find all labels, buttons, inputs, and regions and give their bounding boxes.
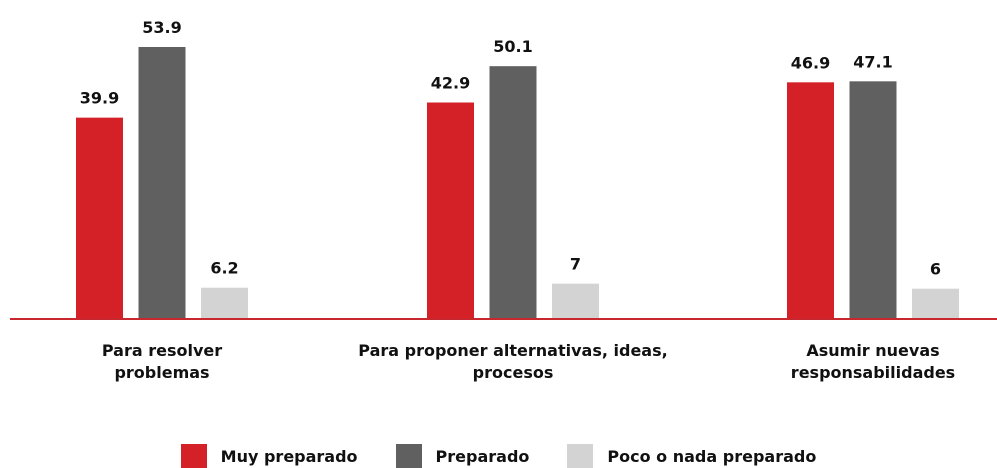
legend-item: Muy preparado: [180, 444, 358, 468]
legend-label: Poco o nada preparado: [607, 446, 817, 466]
bar: [849, 81, 897, 319]
value-label: 6: [930, 260, 941, 279]
legend-item: Preparado: [395, 444, 530, 468]
value-label: 42.9: [431, 74, 470, 93]
category-label: Para resolver problemas: [101, 341, 223, 382]
category-label: Para proponer alternativas, ideas, proce…: [358, 341, 668, 382]
bar: [201, 287, 248, 319]
legend-swatch: [395, 444, 422, 468]
value-label: 47.1: [853, 52, 892, 71]
bar: [138, 47, 186, 319]
value-label: 46.9: [791, 53, 830, 72]
legend-swatch: [567, 444, 594, 468]
bar: [427, 102, 474, 320]
value-label: 50.1: [493, 37, 532, 56]
legend: Muy preparado Preparado Poco o nada prepar…: [0, 444, 997, 468]
legend-item: Poco o nada preparado: [567, 444, 816, 468]
category-label: Asumir nuevas responsabilidades: [790, 341, 956, 382]
legend-label: Preparado: [435, 446, 530, 466]
value-label: 7: [570, 255, 581, 274]
bar: [552, 283, 599, 319]
bar: [489, 66, 537, 319]
bar: [76, 117, 123, 319]
value-label: 6.2: [210, 259, 238, 278]
bar: [912, 288, 959, 319]
legend-swatch: [180, 444, 207, 468]
legend-label: Muy preparado: [220, 446, 358, 466]
bar: [787, 82, 834, 319]
value-label: 53.9: [142, 18, 181, 37]
value-label: 39.9: [80, 89, 119, 108]
